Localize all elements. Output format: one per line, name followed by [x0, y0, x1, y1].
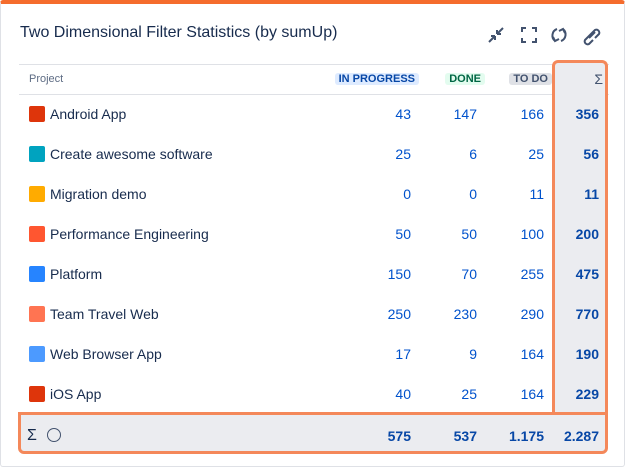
count-link[interactable]: 11 — [529, 186, 544, 202]
project-icon — [29, 146, 45, 162]
project-icon — [29, 306, 45, 322]
column-header: DONE — [445, 70, 485, 88]
count-link[interactable]: 356 — [575, 106, 599, 122]
separator — [19, 64, 609, 65]
footer-total: 2.287 — [563, 428, 599, 444]
count-link[interactable]: 56 — [583, 146, 599, 162]
project-link[interactable]: Migration demo — [50, 186, 147, 202]
column-header: TO DO — [509, 70, 552, 88]
footer-total: 537 — [453, 428, 477, 444]
count-link[interactable]: 164 — [520, 346, 544, 362]
count-link[interactable]: 25 — [461, 386, 477, 402]
count-link[interactable]: 0 — [469, 186, 477, 202]
project-link[interactable]: Team Travel Web — [50, 306, 159, 322]
count-link[interactable]: 230 — [453, 306, 477, 322]
column-header: Σ — [590, 70, 607, 88]
separator — [19, 94, 609, 95]
count-link[interactable]: 150 — [387, 266, 411, 282]
count-link[interactable]: 25 — [395, 146, 411, 162]
minimize-icon[interactable] — [488, 27, 504, 43]
column-header: Project — [29, 73, 64, 85]
count-link[interactable]: 70 — [461, 266, 477, 282]
project-icon — [29, 266, 45, 282]
info-icon[interactable] — [47, 428, 61, 442]
count-link[interactable]: 0 — [403, 186, 411, 202]
project-link[interactable]: Platform — [50, 266, 103, 282]
status-badge[interactable]: DONE — [445, 73, 485, 85]
status-badge[interactable]: IN PROGRESS — [334, 73, 419, 85]
count-link[interactable]: 11 — [584, 186, 599, 202]
count-link[interactable]: 9 — [469, 346, 477, 362]
project-icon — [29, 386, 45, 402]
project-icon — [29, 106, 45, 122]
count-link[interactable]: 6 — [469, 146, 477, 162]
count-link[interactable]: 17 — [395, 346, 411, 362]
count-link[interactable]: 43 — [395, 106, 411, 122]
project-link[interactable]: Android App — [50, 106, 127, 122]
footer-total: 1.175 — [508, 428, 544, 444]
count-link[interactable]: 255 — [520, 266, 544, 282]
project-link[interactable]: Performance Engineering — [50, 226, 209, 242]
column-header: IN PROGRESS — [334, 70, 419, 88]
project-link[interactable]: Create awesome software — [50, 146, 213, 162]
toolbar — [488, 27, 601, 46]
count-link[interactable]: 190 — [575, 346, 599, 362]
count-link[interactable]: 25 — [528, 146, 544, 162]
count-link[interactable]: 40 — [395, 386, 411, 402]
project-icon — [29, 226, 45, 242]
count-link[interactable]: 166 — [520, 106, 544, 122]
gadget-title: Two Dimensional Filter Statistics (by su… — [20, 24, 338, 41]
count-link[interactable]: 475 — [575, 266, 599, 282]
count-link[interactable]: 147 — [453, 106, 477, 122]
status-badge[interactable]: Σ — [594, 71, 603, 87]
fullscreen-icon[interactable] — [521, 27, 537, 43]
count-link[interactable]: 290 — [520, 306, 544, 322]
count-link[interactable]: 770 — [575, 306, 599, 322]
link-icon[interactable] — [583, 28, 601, 46]
count-link[interactable]: 50 — [461, 226, 477, 242]
project-link[interactable]: Web Browser App — [50, 346, 162, 362]
count-link[interactable]: 164 — [520, 386, 544, 402]
sum-column-highlight — [552, 60, 608, 412]
footer-total: 575 — [387, 428, 411, 444]
project-icon — [29, 346, 45, 362]
count-link[interactable]: 100 — [520, 226, 544, 242]
refresh-icon[interactable] — [551, 27, 567, 43]
project-icon — [29, 186, 45, 202]
count-link[interactable]: 229 — [575, 386, 599, 402]
count-link[interactable]: 250 — [387, 306, 411, 322]
status-badge[interactable]: TO DO — [509, 73, 552, 85]
count-link[interactable]: 50 — [395, 226, 411, 242]
footer-sigma: Σ — [27, 427, 37, 444]
project-link[interactable]: iOS App — [50, 386, 102, 402]
footer-row — [18, 412, 608, 454]
count-link[interactable]: 200 — [575, 226, 599, 242]
